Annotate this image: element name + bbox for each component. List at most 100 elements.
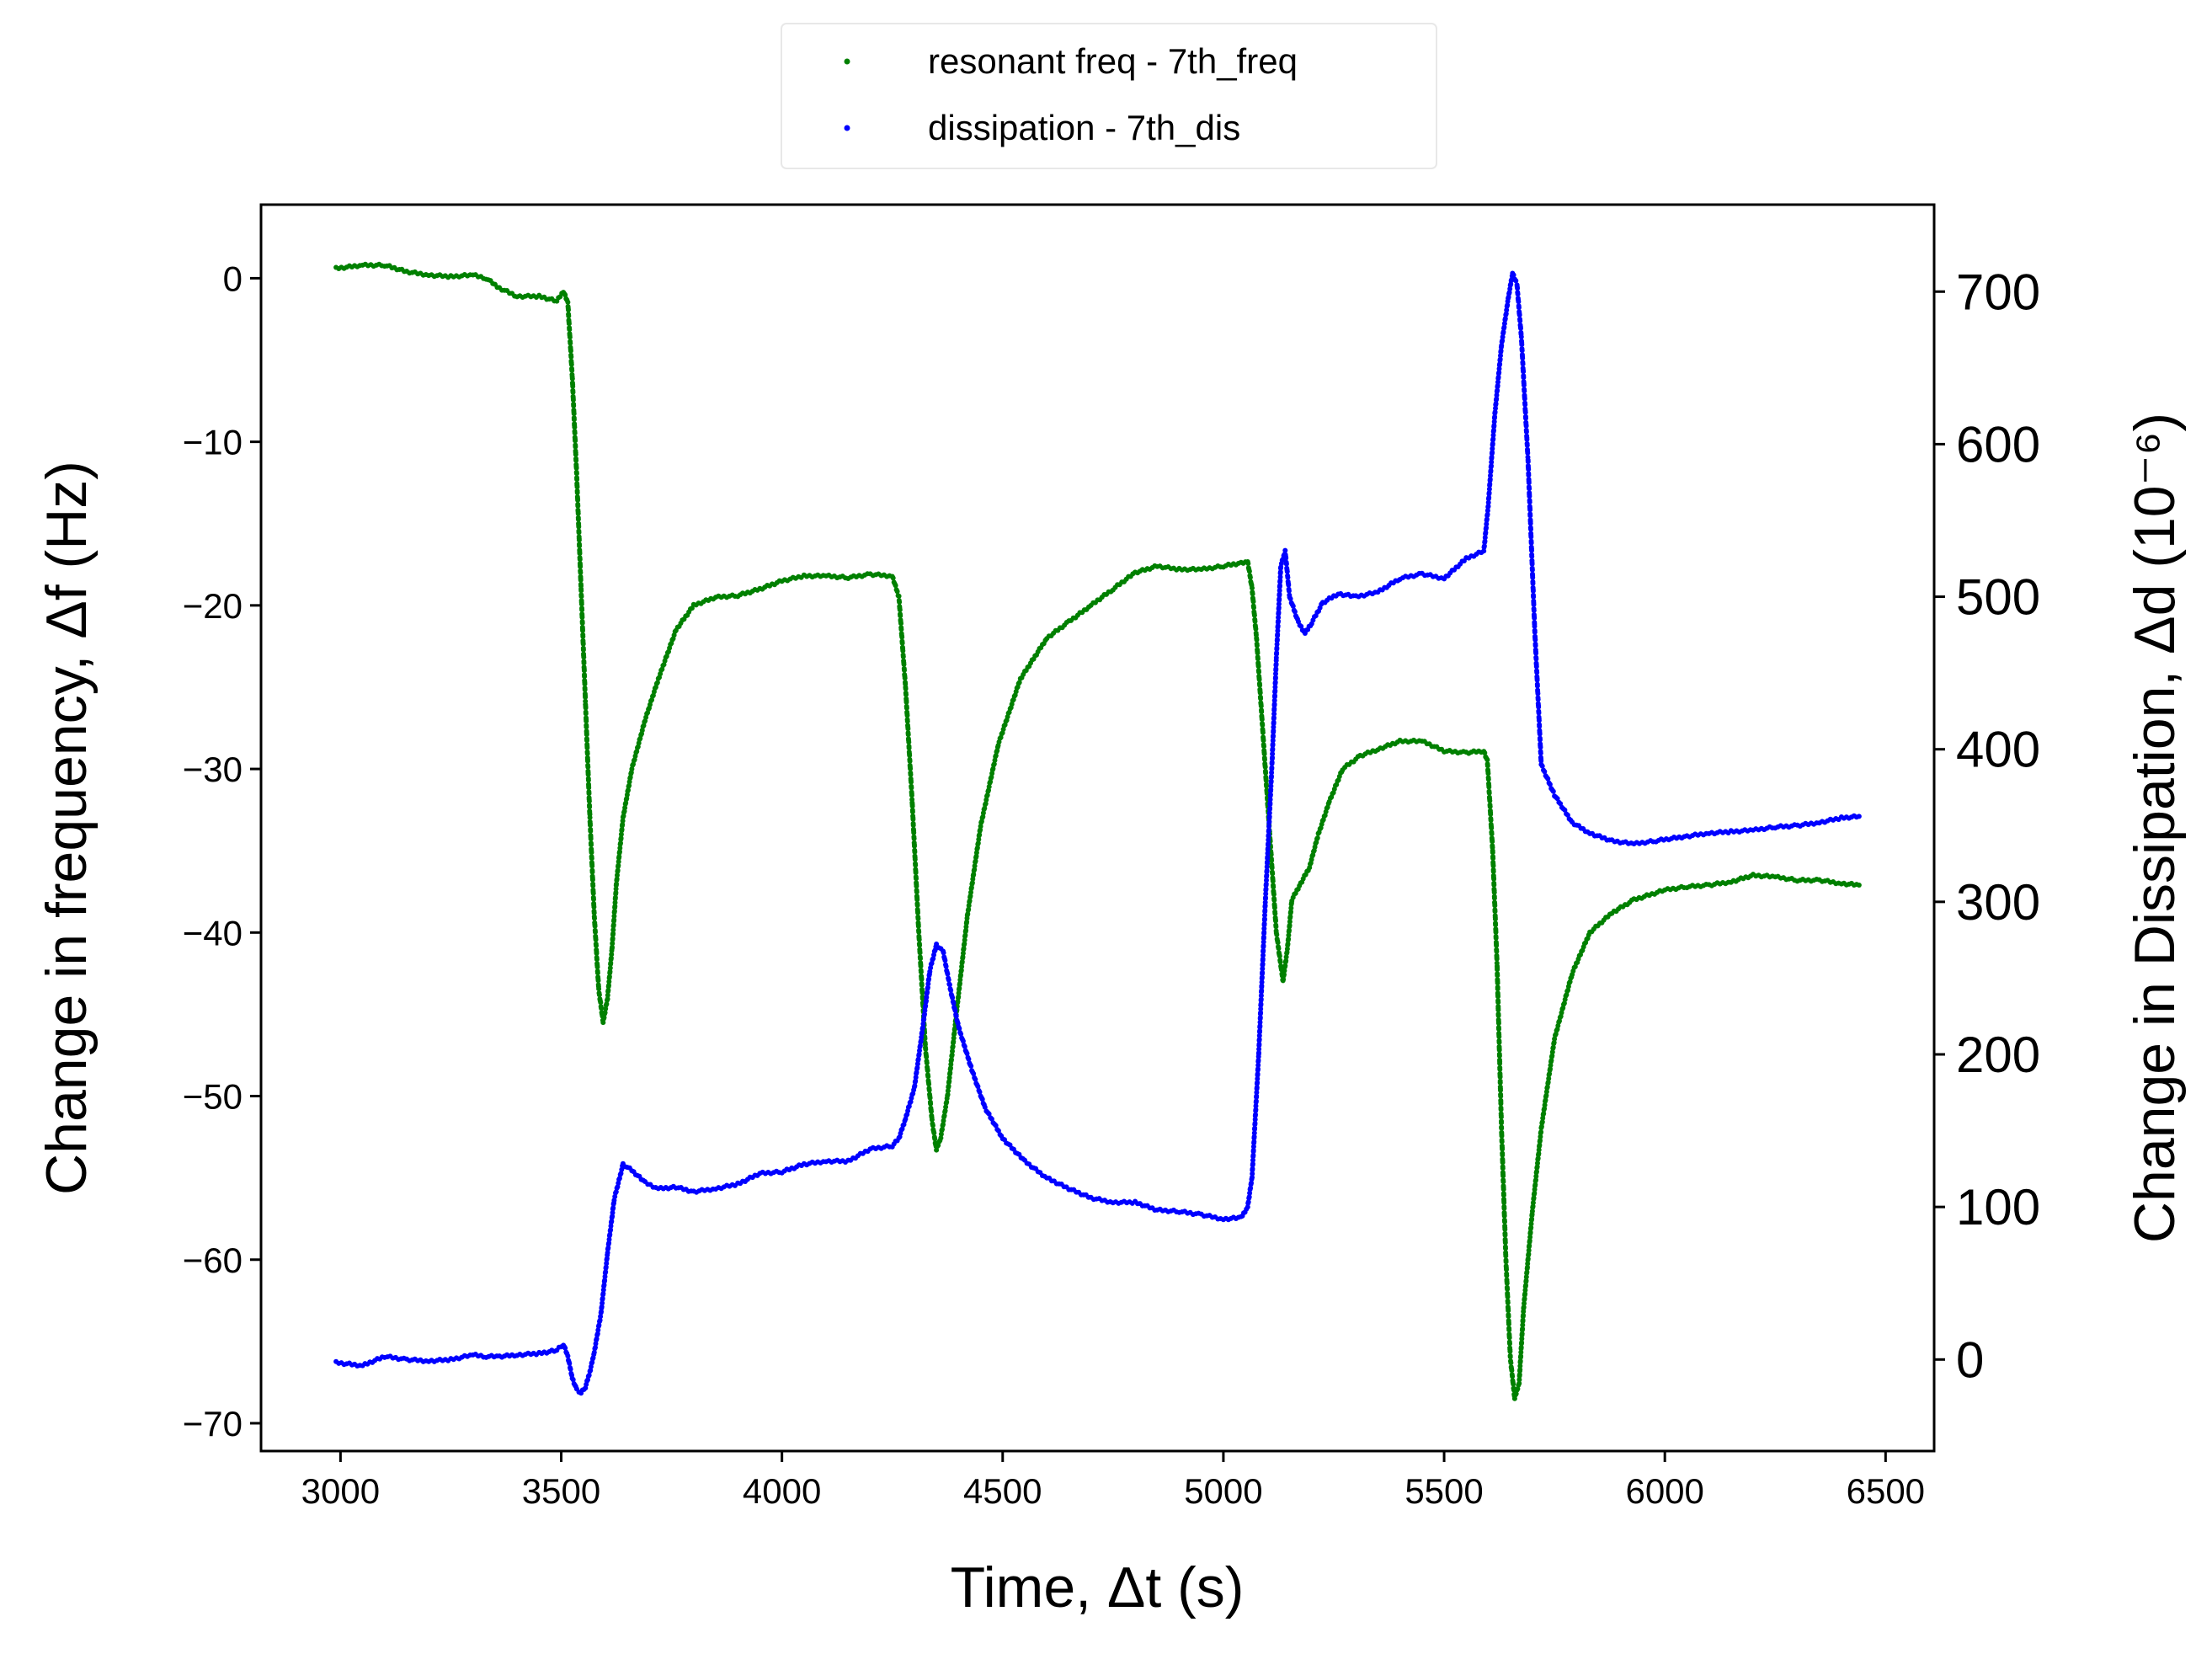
data-point <box>569 376 575 381</box>
data-point <box>1539 763 1545 769</box>
data-point <box>1503 1246 1508 1251</box>
data-point <box>1486 790 1492 796</box>
data-point <box>1277 578 1283 584</box>
data-point <box>1528 1221 1534 1227</box>
data-point <box>587 804 593 810</box>
data-point <box>585 758 590 764</box>
data-point <box>1484 516 1490 522</box>
data-point <box>1534 1164 1540 1170</box>
data-point <box>1536 704 1542 710</box>
data-point <box>1257 1019 1263 1025</box>
data-point <box>908 766 914 771</box>
data-point <box>1522 409 1528 415</box>
data-point <box>973 850 979 856</box>
data-point <box>579 620 585 626</box>
data-point <box>1262 908 1268 913</box>
data-point <box>905 732 911 738</box>
data-point <box>1277 588 1282 594</box>
data-point <box>1527 507 1533 513</box>
data-point <box>1516 305 1522 311</box>
data-point <box>610 941 616 947</box>
data-point <box>1535 1155 1541 1161</box>
legend-marker-dis <box>844 125 850 131</box>
series-resonant-freq <box>333 261 1862 1401</box>
data-point <box>1253 626 1259 632</box>
data-point <box>1520 1322 1526 1328</box>
data-point <box>596 986 602 992</box>
data-point <box>1258 1001 1264 1007</box>
data-point <box>963 924 969 930</box>
data-point <box>1261 738 1266 744</box>
data-point <box>584 732 589 738</box>
data-point <box>1490 436 1496 442</box>
data-point <box>610 922 616 928</box>
data-point <box>1535 1160 1540 1166</box>
data-point <box>1534 1169 1539 1175</box>
data-point <box>1531 607 1537 613</box>
data-point <box>1255 1058 1261 1063</box>
data-point <box>1258 993 1264 999</box>
data-point <box>915 910 920 915</box>
data-point <box>1492 916 1498 922</box>
data-point <box>926 1081 932 1087</box>
data-point <box>1261 744 1266 750</box>
data-point <box>594 957 600 963</box>
data-point <box>584 750 590 756</box>
data-point <box>1493 401 1499 407</box>
data-point <box>1507 1354 1513 1360</box>
data-point <box>611 913 617 919</box>
plot-area <box>333 261 1862 1401</box>
data-point <box>1547 782 1553 787</box>
data-point <box>1484 508 1490 514</box>
data-point <box>1490 850 1495 856</box>
data-point <box>1266 814 1272 819</box>
data-point <box>1534 670 1540 675</box>
data-point <box>574 484 580 490</box>
data-point <box>1500 1152 1506 1158</box>
data-point <box>1542 769 1548 775</box>
data-point <box>1506 1308 1511 1314</box>
data-point <box>913 862 919 868</box>
data-point <box>929 1108 934 1114</box>
legend: resonant freq - 7th_freq dissipation - 7… <box>781 23 1437 169</box>
data-point <box>1258 696 1264 702</box>
data-point <box>571 411 577 417</box>
data-point <box>1260 966 1266 972</box>
data-point <box>1270 741 1276 747</box>
data-point <box>594 942 599 948</box>
data-point <box>1493 922 1499 928</box>
data-point <box>1253 1103 1259 1109</box>
y-left-tick-label: −50 <box>183 1077 243 1117</box>
data-point <box>1492 903 1498 909</box>
data-point <box>1550 1044 1556 1050</box>
data-point <box>573 471 579 477</box>
data-point <box>960 951 966 956</box>
data-point <box>596 992 602 998</box>
data-point <box>1530 574 1536 580</box>
data-point <box>580 627 585 633</box>
data-point <box>1530 1203 1536 1209</box>
data-point <box>1259 979 1265 985</box>
data-point <box>1273 661 1279 667</box>
data-point <box>1536 718 1542 723</box>
data-point <box>1513 1391 1519 1396</box>
data-point <box>1266 824 1271 830</box>
data-point <box>941 1122 946 1128</box>
data-point <box>1273 655 1279 660</box>
data-point <box>916 929 922 935</box>
data-point <box>1252 1120 1258 1126</box>
data-point <box>568 340 573 346</box>
series-dissipation <box>333 270 1862 1396</box>
data-point <box>914 1064 920 1070</box>
data-point <box>929 1117 935 1123</box>
data-point <box>919 1029 925 1035</box>
data-point <box>920 1025 925 1031</box>
data-point <box>1488 818 1494 823</box>
legend-label-freq: resonant freq - 7th_freq <box>928 41 1298 81</box>
data-point <box>1497 356 1503 362</box>
data-point <box>1496 365 1502 371</box>
data-point <box>1503 1259 1509 1265</box>
data-point <box>1526 472 1532 478</box>
data-point <box>972 867 978 872</box>
data-point <box>603 1006 609 1011</box>
